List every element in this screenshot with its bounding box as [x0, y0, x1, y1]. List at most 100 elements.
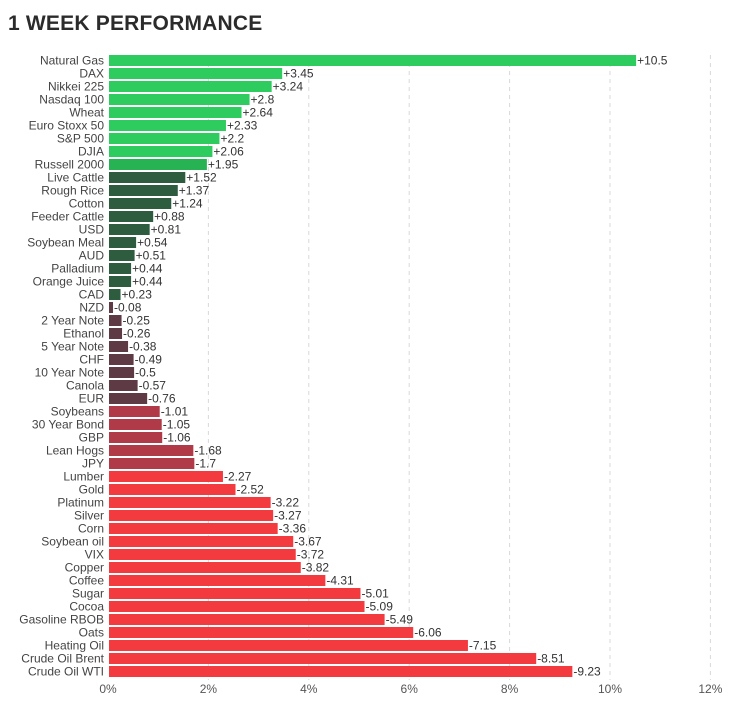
category-label: USD — [79, 223, 105, 237]
value-label: -1.05 — [163, 418, 191, 432]
category-label: CHF — [79, 353, 104, 367]
chart-title: 1 WEEK PERFORMANCE — [8, 12, 263, 35]
category-label: Feeder Cattle — [31, 210, 104, 224]
value-label: -3.36 — [279, 522, 307, 536]
bar-dax — [109, 68, 283, 79]
bar-10-year-note — [109, 367, 135, 378]
value-label: -3.72 — [297, 548, 325, 562]
value-label: +1.24 — [172, 197, 203, 211]
value-label: -3.82 — [302, 561, 330, 575]
category-label: Gold — [79, 483, 104, 497]
category-label: Sugar — [72, 587, 104, 601]
category-label: Canola — [66, 379, 104, 393]
value-label: -0.25 — [123, 314, 151, 328]
value-label: -3.27 — [274, 509, 302, 523]
value-label: -1.7 — [195, 457, 216, 471]
bar-30-year-bond — [109, 419, 162, 430]
category-label: Coffee — [69, 574, 104, 588]
bar-2-year-note — [109, 315, 122, 326]
bar-cocoa — [109, 601, 365, 612]
category-label: 30 Year Bond — [32, 418, 104, 432]
bar-nikkei-225 — [109, 81, 272, 92]
value-label: +0.44 — [132, 262, 163, 276]
bar-natural-gas — [109, 55, 637, 66]
value-label: +1.95 — [208, 158, 239, 172]
category-label: Gasoline RBOB — [19, 613, 104, 627]
category-label: Euro Stoxx 50 — [29, 119, 105, 133]
x-tick-label: 0% — [99, 682, 117, 696]
bar-soybean-meal — [109, 237, 137, 248]
value-label: +10.5 — [637, 54, 668, 68]
value-label: -5.01 — [362, 587, 390, 601]
value-label: +0.51 — [136, 249, 167, 263]
bar-vix — [109, 549, 296, 560]
x-tick-label: 4% — [300, 682, 318, 696]
category-label: Soybeans — [51, 405, 104, 419]
bar-eur — [109, 393, 148, 404]
bar-cotton — [109, 198, 172, 209]
bar-crude-oil-wti — [109, 666, 573, 677]
value-label: -1.06 — [163, 431, 191, 445]
value-label: +2.2 — [220, 132, 244, 146]
x-tick-label: 2% — [200, 682, 218, 696]
category-label: Orange Juice — [33, 275, 105, 289]
bar-cad — [109, 289, 121, 300]
value-label: +3.45 — [283, 67, 314, 81]
bar-nasdaq-100 — [109, 94, 250, 105]
category-label: VIX — [85, 548, 104, 562]
value-label: -0.5 — [135, 366, 156, 380]
category-label: Nikkei 225 — [48, 80, 104, 94]
category-label: Ethanol — [63, 327, 104, 341]
value-label: -6.06 — [414, 626, 442, 640]
value-label: -0.57 — [139, 379, 167, 393]
value-label: -0.76 — [148, 392, 176, 406]
bar-gbp — [109, 432, 163, 443]
value-label: +0.88 — [154, 210, 185, 224]
category-label: AUD — [79, 249, 105, 263]
category-label: 10 Year Note — [35, 366, 105, 380]
value-label: -2.27 — [224, 470, 252, 484]
category-label: EUR — [79, 392, 105, 406]
bar-palladium — [109, 263, 132, 274]
bar-soybeans — [109, 406, 160, 417]
bar-ethanol — [109, 328, 123, 339]
bar-djia — [109, 146, 213, 157]
bar-rough-rice — [109, 185, 178, 196]
category-label: Soybean Meal — [27, 236, 104, 250]
value-label: -3.67 — [294, 535, 322, 549]
category-label: Live Cattle — [47, 171, 104, 185]
category-label: Nasdaq 100 — [39, 93, 104, 107]
category-label: S&P 500 — [57, 132, 104, 146]
x-tick-label: 12% — [698, 682, 722, 696]
value-label: -0.38 — [129, 340, 157, 354]
category-label: 2 Year Note — [41, 314, 104, 328]
bar-chf — [109, 354, 134, 365]
bar-lean-hogs — [109, 445, 194, 456]
bar-russell-2000 — [109, 159, 207, 170]
category-label: Soybean oil — [41, 535, 104, 549]
bar-orange-juice — [109, 276, 132, 287]
value-label: -0.08 — [114, 301, 142, 315]
category-label: Cotton — [69, 197, 104, 211]
bar-heating-oil — [109, 640, 468, 651]
category-label: 5 Year Note — [41, 340, 104, 354]
value-label: -4.31 — [326, 574, 354, 588]
value-label: +2.06 — [213, 145, 244, 159]
category-label: Crude Oil WTI — [28, 665, 104, 679]
value-label: -1.01 — [161, 405, 189, 419]
value-label: -9.23 — [573, 665, 601, 679]
category-label: Russell 2000 — [35, 158, 105, 172]
bar-gold — [109, 484, 236, 495]
value-labels: +10.5+3.45+3.24+2.8+2.64+2.33+2.2+2.06+1… — [114, 54, 668, 679]
value-label: -1.68 — [194, 444, 222, 458]
bar-platinum — [109, 497, 271, 508]
category-label: Heating Oil — [45, 639, 104, 653]
value-label: +0.44 — [132, 275, 163, 289]
bar-euro-stoxx-50 — [109, 120, 226, 131]
bar-lumber — [109, 471, 223, 482]
category-label: CAD — [79, 288, 105, 302]
category-label: Platinum — [57, 496, 104, 510]
value-label: +2.8 — [251, 93, 275, 107]
